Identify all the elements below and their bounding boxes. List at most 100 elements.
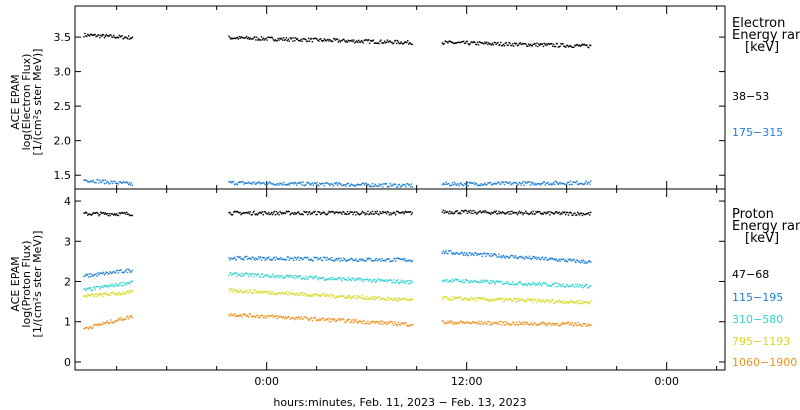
- data-point: [474, 211, 476, 214]
- data-point: [324, 213, 327, 215]
- data-point: [470, 296, 472, 299]
- data-point: [370, 211, 372, 214]
- data-point: [245, 36, 247, 39]
- data-point: [574, 286, 576, 288]
- data-point: [124, 181, 126, 184]
- data-point: [451, 278, 454, 280]
- data-point: [483, 322, 485, 324]
- data-point: [340, 257, 342, 259]
- data-point: [570, 285, 572, 287]
- data-point: [263, 39, 265, 41]
- data-point: [327, 295, 329, 298]
- data-point: [561, 285, 563, 287]
- data-point: [106, 180, 108, 183]
- data-point: [92, 179, 95, 182]
- data-point: [450, 250, 452, 252]
- data-point: [114, 213, 116, 215]
- data-point: [465, 298, 468, 300]
- data-point: [496, 182, 498, 185]
- data-point: [308, 258, 311, 260]
- data-point: [407, 211, 410, 213]
- data-point: [87, 287, 90, 289]
- data-point: [530, 181, 533, 184]
- data-point: [308, 276, 311, 278]
- data-point: [450, 41, 453, 43]
- data-point: [326, 294, 328, 297]
- data-point: [130, 182, 133, 184]
- data-point: [523, 300, 525, 302]
- data-point: [486, 323, 488, 325]
- data-point: [398, 212, 401, 214]
- data-point: [494, 299, 496, 301]
- data-point: [451, 299, 454, 301]
- data-point: [344, 321, 346, 324]
- data-point: [356, 40, 358, 42]
- data-point: [350, 297, 352, 300]
- data-point: [525, 182, 527, 184]
- data-point: [539, 184, 542, 186]
- data-point: [509, 298, 511, 300]
- data-point: [92, 286, 95, 288]
- data-point: [394, 183, 396, 186]
- data-point: [289, 318, 291, 320]
- data-point: [481, 211, 483, 213]
- data-point: [127, 35, 130, 37]
- data-point: [407, 299, 410, 301]
- data-point: [557, 46, 559, 48]
- data-point: [488, 43, 491, 45]
- data-point: [450, 320, 453, 322]
- data-point: [517, 298, 520, 300]
- data-point: [452, 280, 455, 282]
- data-point: [371, 40, 374, 42]
- data-point: [378, 213, 380, 216]
- data-point: [253, 276, 255, 278]
- data-point: [481, 281, 483, 283]
- data-point: [382, 211, 385, 214]
- data-point: [590, 261, 592, 263]
- data-point: [471, 210, 473, 212]
- data-point: [294, 212, 296, 214]
- data-point: [338, 257, 340, 260]
- data-point: [552, 43, 555, 46]
- data-point: [546, 211, 548, 213]
- data-point: [466, 253, 469, 256]
- data-point: [290, 292, 292, 294]
- data-point: [462, 40, 465, 43]
- data-point: [282, 291, 284, 293]
- data-point: [355, 41, 357, 43]
- data-point: [390, 41, 392, 44]
- data-point: [492, 182, 495, 185]
- data-point: [309, 275, 312, 277]
- data-point: [572, 258, 574, 261]
- data-point: [96, 295, 98, 298]
- data-point: [376, 297, 378, 299]
- data-point: [539, 182, 541, 185]
- data-point: [544, 282, 546, 284]
- data-point: [531, 298, 533, 301]
- data-point: [107, 181, 109, 184]
- data-point: [323, 38, 326, 40]
- data-point: [532, 324, 534, 326]
- data-point: [359, 277, 362, 280]
- data-point: [506, 280, 508, 283]
- data-point: [280, 315, 282, 318]
- data-point: [279, 210, 281, 213]
- data-point: [456, 42, 458, 44]
- data-point: [334, 258, 337, 261]
- data-point: [571, 284, 573, 286]
- data-point: [299, 182, 302, 185]
- data-point: [379, 258, 381, 261]
- data-point: [478, 297, 481, 299]
- data-point: [384, 260, 387, 262]
- data-point: [106, 320, 108, 322]
- data-point: [85, 211, 87, 213]
- data-point: [522, 213, 524, 216]
- data-point: [564, 46, 567, 48]
- data-point: [459, 296, 461, 298]
- data-point: [398, 323, 401, 326]
- data-point: [488, 212, 491, 214]
- data-point: [298, 275, 301, 278]
- data-point: [113, 271, 115, 273]
- data-point: [322, 256, 325, 259]
- data-point: [532, 43, 534, 45]
